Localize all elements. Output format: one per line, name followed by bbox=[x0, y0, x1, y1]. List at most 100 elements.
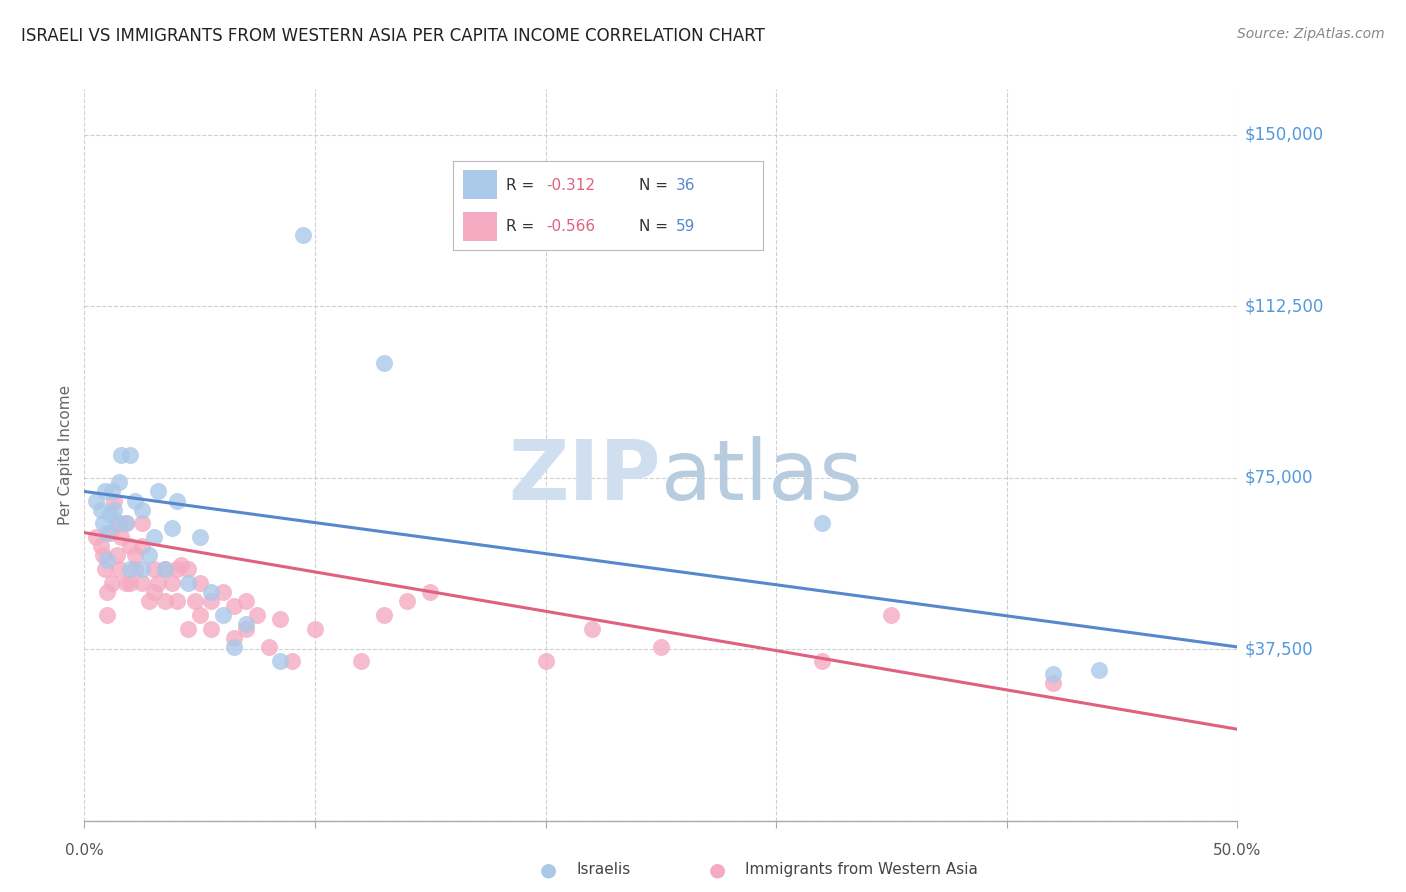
Point bbox=[160, 576, 183, 591]
Point bbox=[146, 484, 169, 499]
Point bbox=[142, 562, 165, 576]
Point bbox=[120, 576, 142, 591]
Point bbox=[177, 562, 200, 576]
Point bbox=[131, 502, 153, 516]
Point bbox=[170, 558, 193, 572]
Text: $37,500: $37,500 bbox=[1244, 640, 1313, 658]
Point bbox=[124, 562, 146, 576]
Text: N =: N = bbox=[638, 178, 668, 193]
Point bbox=[105, 516, 128, 531]
Text: -0.566: -0.566 bbox=[546, 219, 595, 234]
Point bbox=[131, 576, 153, 591]
Text: R =: R = bbox=[506, 219, 534, 234]
Point bbox=[124, 549, 146, 563]
Point bbox=[350, 654, 373, 668]
Point bbox=[108, 475, 131, 490]
Point bbox=[89, 502, 111, 516]
Point bbox=[166, 493, 188, 508]
Text: $150,000: $150,000 bbox=[1244, 126, 1323, 144]
Point bbox=[131, 516, 153, 531]
Text: Source: ZipAtlas.com: Source: ZipAtlas.com bbox=[1237, 27, 1385, 41]
Point bbox=[373, 356, 395, 371]
Point bbox=[166, 594, 188, 608]
Point bbox=[105, 549, 128, 563]
Point bbox=[142, 585, 165, 599]
Point bbox=[177, 576, 200, 591]
Point bbox=[160, 521, 183, 535]
Text: 0.0%: 0.0% bbox=[65, 843, 104, 858]
Point bbox=[153, 594, 176, 608]
Point bbox=[166, 562, 188, 576]
Y-axis label: Per Capita Income: Per Capita Income bbox=[58, 384, 73, 525]
Point bbox=[138, 549, 160, 563]
Point bbox=[103, 493, 125, 508]
Point bbox=[84, 493, 107, 508]
Point bbox=[153, 562, 176, 576]
Point bbox=[188, 576, 211, 591]
Point bbox=[120, 448, 142, 462]
Point bbox=[101, 484, 124, 499]
Text: atlas: atlas bbox=[661, 436, 862, 517]
Point bbox=[98, 508, 121, 522]
Point bbox=[115, 516, 138, 531]
Point bbox=[200, 594, 222, 608]
Point bbox=[138, 594, 160, 608]
Text: ISRAELI VS IMMIGRANTS FROM WESTERN ASIA PER CAPITA INCOME CORRELATION CHART: ISRAELI VS IMMIGRANTS FROM WESTERN ASIA … bbox=[21, 27, 765, 45]
Point bbox=[96, 585, 118, 599]
Point bbox=[581, 622, 603, 636]
Bar bbox=[463, 211, 496, 241]
Text: $75,000: $75,000 bbox=[1244, 469, 1313, 487]
Point bbox=[94, 562, 117, 576]
Text: Immigrants from Western Asia: Immigrants from Western Asia bbox=[745, 863, 979, 877]
Point bbox=[177, 622, 200, 636]
Point bbox=[110, 448, 132, 462]
Point bbox=[211, 607, 233, 622]
Point bbox=[120, 539, 142, 553]
Point bbox=[269, 654, 291, 668]
Point bbox=[534, 654, 557, 668]
Point bbox=[224, 599, 246, 613]
Point bbox=[91, 516, 114, 531]
Point bbox=[84, 530, 107, 544]
Point bbox=[396, 594, 419, 608]
Text: ZIP: ZIP bbox=[509, 436, 661, 517]
Point bbox=[108, 516, 131, 531]
Point bbox=[115, 516, 138, 531]
Point bbox=[224, 640, 246, 654]
Point bbox=[257, 640, 280, 654]
Point bbox=[292, 228, 315, 243]
Text: Israelis: Israelis bbox=[576, 863, 631, 877]
Point bbox=[650, 640, 672, 654]
Point bbox=[1042, 676, 1064, 690]
Point bbox=[235, 622, 257, 636]
Text: ●: ● bbox=[540, 860, 557, 880]
Point bbox=[110, 530, 132, 544]
Text: 59: 59 bbox=[676, 219, 696, 234]
Point bbox=[188, 530, 211, 544]
Point bbox=[91, 549, 114, 563]
Point bbox=[246, 607, 269, 622]
Text: $112,500: $112,500 bbox=[1244, 297, 1323, 316]
Point bbox=[880, 607, 903, 622]
Text: R =: R = bbox=[506, 178, 534, 193]
Point bbox=[188, 607, 211, 622]
Point bbox=[281, 654, 304, 668]
Point bbox=[101, 576, 124, 591]
Point bbox=[224, 631, 246, 645]
Point bbox=[108, 562, 131, 576]
Point bbox=[419, 585, 441, 599]
Point bbox=[1042, 667, 1064, 681]
Point bbox=[235, 594, 257, 608]
Point bbox=[94, 484, 117, 499]
Point bbox=[1088, 663, 1111, 677]
Point bbox=[211, 585, 233, 599]
Point bbox=[103, 502, 125, 516]
Text: 36: 36 bbox=[676, 178, 696, 193]
Point bbox=[142, 530, 165, 544]
Point bbox=[304, 622, 326, 636]
Point bbox=[373, 607, 395, 622]
Point bbox=[131, 562, 153, 576]
Point bbox=[200, 585, 222, 599]
Point bbox=[89, 539, 111, 553]
Text: 50.0%: 50.0% bbox=[1213, 843, 1261, 858]
